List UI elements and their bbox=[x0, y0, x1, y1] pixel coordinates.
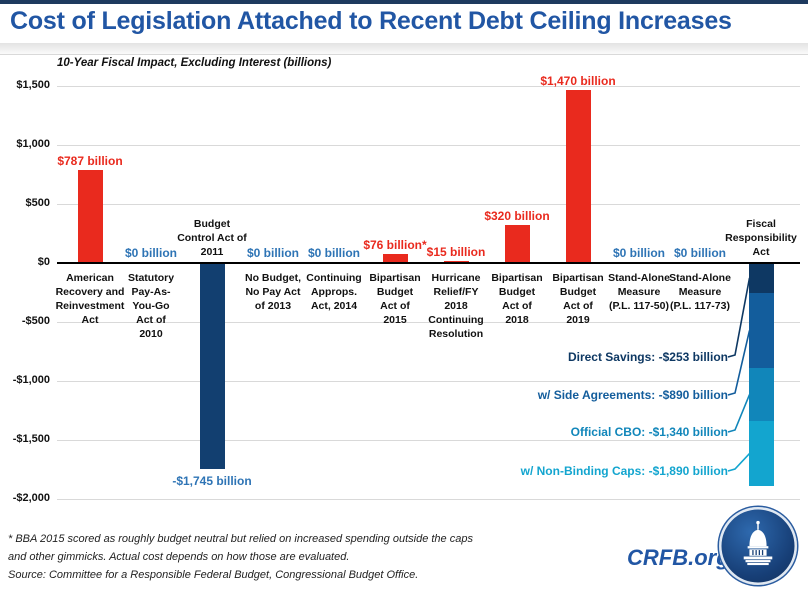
bar bbox=[77, 170, 103, 263]
annotation-label: w/ Side Agreements: -$890 billion bbox=[537, 388, 728, 402]
crfb-logo-seal bbox=[719, 507, 797, 585]
category-label: Statutory Pay-As- You-Go Act of 2010 bbox=[127, 272, 175, 340]
category-label: Bipartisan Budget Act of 2015 bbox=[369, 272, 421, 326]
y-tick-label: $500 bbox=[25, 197, 50, 209]
x-axis-line bbox=[57, 262, 800, 264]
bar bbox=[504, 225, 530, 263]
value-label: $787 billion bbox=[57, 154, 123, 169]
stacked-segment bbox=[748, 421, 774, 486]
bar bbox=[199, 263, 225, 469]
annotation-label: Direct Savings: -$253 billion bbox=[567, 350, 728, 364]
value-label: $0 billion bbox=[307, 246, 361, 260]
category-label: American Recovery and Reinvestment Act bbox=[55, 272, 125, 326]
capitol-icon bbox=[743, 520, 773, 566]
bar bbox=[565, 89, 591, 263]
value-label: $1,470 billion bbox=[540, 73, 616, 88]
stacked-segment bbox=[748, 263, 774, 293]
y-tick-label: -$1,000 bbox=[12, 374, 50, 386]
annotation-label: Official CBO: -$1,340 billion bbox=[570, 425, 728, 439]
category-label: Stand-Alone Measure (P.L. 117-73) bbox=[669, 272, 731, 312]
value-label: $76 billion* bbox=[363, 238, 427, 253]
gridline bbox=[57, 440, 800, 441]
value-label: $0 billion bbox=[246, 246, 300, 260]
gridline bbox=[57, 145, 800, 146]
y-tick-label: $1,500 bbox=[16, 79, 50, 91]
value-label: $320 billion bbox=[484, 209, 550, 224]
y-tick-label: $0 bbox=[37, 256, 50, 268]
value-label: -$1,745 billion bbox=[172, 473, 252, 488]
category-label: Bipartisan Budget Act of 2019 bbox=[552, 272, 604, 326]
annotation-label: w/ Non-Binding Caps: -$1,890 billion bbox=[520, 464, 728, 478]
source-line: Source: Committee for a Responsible Fede… bbox=[8, 569, 419, 581]
stacked-segment bbox=[748, 292, 774, 368]
value-label: $0 billion bbox=[124, 246, 178, 260]
crfb-logo-text: CRFB.org bbox=[627, 545, 730, 570]
gridline bbox=[57, 381, 800, 382]
category-label: No Budget, No Pay Act of 2013 bbox=[245, 272, 301, 312]
footnote-line-2: and other gimmicks. Actual cost depends … bbox=[8, 551, 350, 563]
y-tick-label: -$500 bbox=[21, 315, 50, 327]
value-label: $0 billion bbox=[673, 246, 727, 260]
title-divider-band bbox=[0, 43, 808, 55]
bar bbox=[382, 254, 408, 263]
y-tick-label: -$1,500 bbox=[12, 433, 50, 445]
category-label: Budget Control Act of 2011 bbox=[177, 218, 247, 258]
chart-subtitle: 10-Year Fiscal Impact, Excluding Interes… bbox=[57, 57, 332, 69]
value-label: $15 billion bbox=[426, 245, 486, 260]
gridline bbox=[57, 499, 800, 500]
footnote-line-1: * BBA 2015 scored as roughly budget neut… bbox=[8, 533, 473, 545]
chart-title: Cost of Legislation Attached to Recent D… bbox=[10, 7, 732, 35]
category-label: Bipartisan Budget Act of 2018 bbox=[491, 272, 543, 326]
gridline bbox=[57, 322, 800, 323]
category-label: Hurricane Relief/FY 2018 Continuing Reso… bbox=[428, 272, 484, 340]
value-label: $0 billion bbox=[612, 246, 666, 260]
y-tick-label: $1,000 bbox=[16, 138, 50, 150]
category-label: Continuing Approps. Act, 2014 bbox=[306, 272, 362, 312]
category-label: Stand-Alone Measure (P.L. 117-50) bbox=[608, 272, 670, 312]
top-accent-bar bbox=[0, 0, 808, 4]
gridline bbox=[57, 86, 800, 87]
gridline bbox=[57, 204, 800, 205]
stacked-segment bbox=[748, 368, 774, 422]
y-tick-label: -$2,000 bbox=[12, 492, 50, 504]
category-label: Fiscal Responsibility Act bbox=[725, 218, 797, 258]
